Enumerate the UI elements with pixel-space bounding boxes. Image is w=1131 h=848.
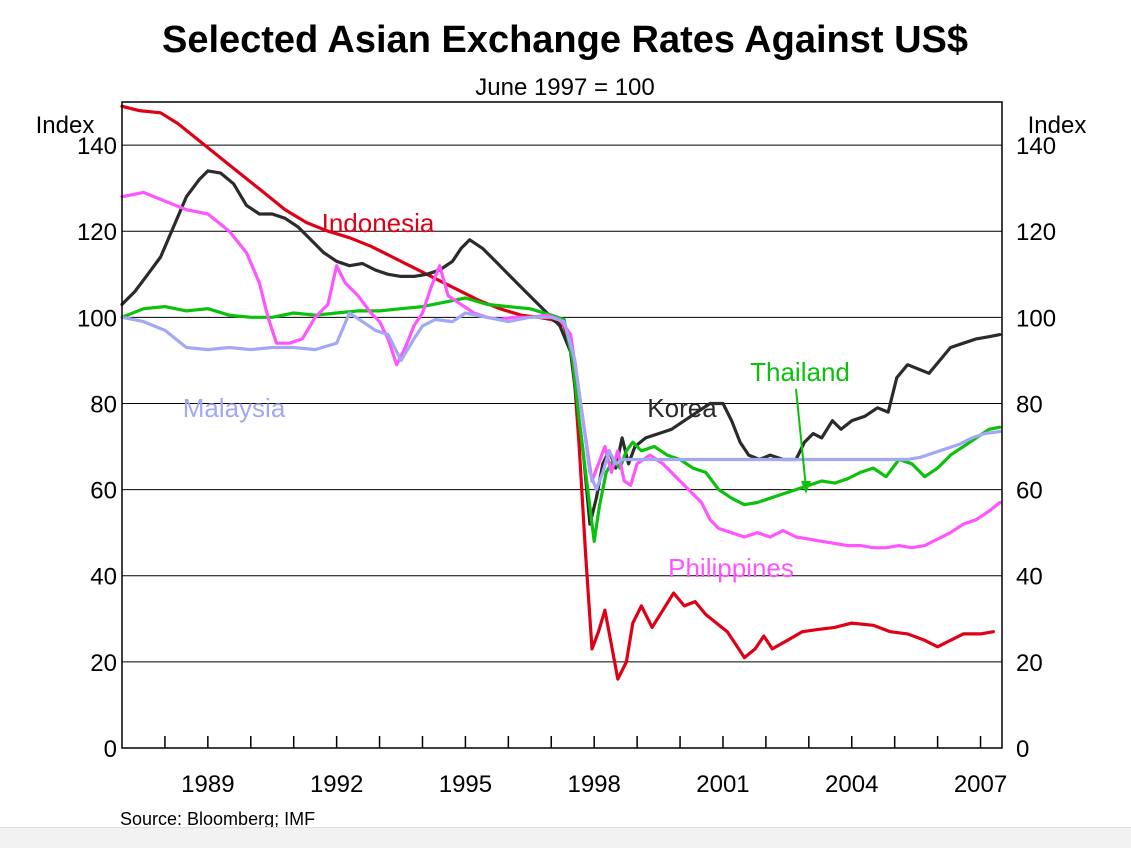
y-tick-right-0: 0 xyxy=(1016,736,1029,763)
label-thailand: Thailand xyxy=(750,357,850,387)
series-line-philippines xyxy=(120,190,1002,550)
label-indonesia: Indonesia xyxy=(322,208,435,238)
plot-frame xyxy=(121,101,1003,749)
x-tick-label-1998: 1998 xyxy=(567,771,620,798)
y-tick-right-60: 60 xyxy=(1016,478,1043,505)
series-line-malaysia xyxy=(120,311,1002,492)
y-tick-left-100: 100 xyxy=(77,305,117,332)
y-tick-left-40: 40 xyxy=(90,564,117,591)
chart-subtitle: June 1997 = 100 xyxy=(475,74,655,101)
label-philippines: Philippines xyxy=(668,553,794,583)
y-tick-right-140: 140 xyxy=(1016,133,1056,160)
y-tick-right-80: 80 xyxy=(1016,391,1043,418)
label-malaysia: Malaysia xyxy=(183,393,286,423)
x-tick-label-2001: 2001 xyxy=(696,771,749,798)
thailand-pointer-arrow xyxy=(795,388,811,494)
y-tick-right-120: 120 xyxy=(1016,219,1056,246)
y-tick-left-20: 20 xyxy=(90,650,117,677)
label-korea: Korea xyxy=(647,393,717,423)
x-tick-label-1989: 1989 xyxy=(181,771,234,798)
chart-title: Selected Asian Exchange Rates Against US… xyxy=(162,19,968,61)
series-lines xyxy=(120,104,1002,681)
x-tick-label-1992: 1992 xyxy=(310,771,363,798)
y-tick-left-140: 140 xyxy=(77,133,117,160)
window-bottom-bar xyxy=(0,827,1131,848)
axes: 0 0 20 20 40 40 60 60 80 80 100 100 120 120 140 140 1989… xyxy=(77,133,1056,798)
series-line-indonesia xyxy=(120,104,995,681)
y-tick-right-20: 20 xyxy=(1016,650,1043,677)
series-line-korea xyxy=(120,169,1002,526)
source-note: Source: Bloomberg; IMF xyxy=(120,809,315,829)
y-tick-left-120: 120 xyxy=(77,219,117,246)
x-tick-label-2004: 2004 xyxy=(825,771,878,798)
y-tick-right-40: 40 xyxy=(1016,564,1043,591)
y-tick-left-60: 60 xyxy=(90,478,117,505)
x-tick-label-1995: 1995 xyxy=(439,771,492,798)
x-tick-label-2007: 2007 xyxy=(954,771,1007,798)
y-axis-label-right: Index xyxy=(1028,112,1087,139)
y-tick-left-0: 0 xyxy=(104,736,117,763)
y-tick-right-100: 100 xyxy=(1016,305,1056,332)
y-axis-label-left: Index xyxy=(36,112,95,139)
y-tick-left-80: 80 xyxy=(90,391,117,418)
